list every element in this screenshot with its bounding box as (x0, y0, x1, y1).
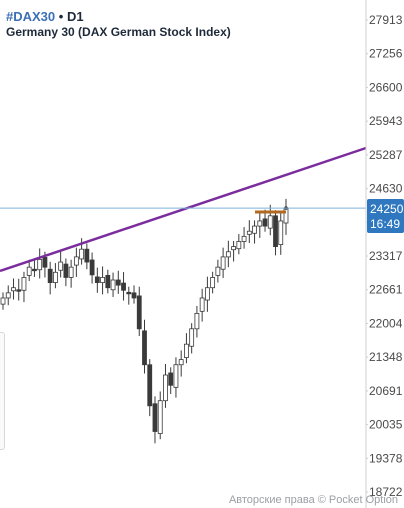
candle-bullish (267, 215, 273, 229)
candle-bullish (178, 359, 184, 366)
candle-bullish (163, 374, 168, 402)
price-tick-label: 25943 (369, 114, 403, 128)
candle-bearish (273, 215, 278, 248)
price-tick-label: 23317 (369, 249, 403, 263)
candle-bullish (173, 364, 179, 388)
price-tick-label: 26600 (369, 80, 403, 94)
candle-bullish (220, 256, 226, 270)
candle-bearish (142, 330, 147, 366)
candle-bearish (42, 257, 48, 268)
price-tick-label: 27256 (369, 47, 403, 61)
candle-bearish (84, 248, 90, 263)
price-tick-label: 24630 (369, 182, 403, 196)
current-price-label: 24250 (370, 202, 404, 216)
candle-bullish (252, 225, 257, 234)
candle-bullish (199, 297, 205, 312)
price-tick-label: 20691 (369, 384, 403, 398)
candle-bullish (278, 220, 284, 245)
price-tick-label: 25287 (369, 148, 403, 162)
candle-bearish (121, 282, 126, 291)
price-axis: 2791327256266002594325287246302397323317… (365, 0, 403, 508)
price-tick-label: 27913 (369, 13, 403, 27)
trendline[interactable] (0, 146, 367, 273)
candle-bullish (215, 266, 221, 276)
candle-bullish (241, 235, 247, 242)
candle-bearish (16, 289, 22, 292)
left-panel-handle[interactable] (0, 332, 5, 450)
candle-bearish (105, 274, 111, 289)
candles (0, 198, 289, 444)
candle-bearish (152, 403, 158, 432)
candle-bullish (225, 251, 231, 258)
price-tick-label: 19378 (369, 451, 403, 465)
candle-bearish (131, 292, 137, 299)
candle-bullish (204, 287, 210, 301)
candle-bullish (58, 261, 64, 271)
candle-bullish (210, 277, 216, 289)
symbol-title[interactable]: #DAX30 • D1 (6, 9, 84, 24)
candle-bullish (257, 220, 263, 227)
candle-bullish (236, 241, 242, 250)
instrument-description: Germany 30 (DAX German Stock Index) (6, 25, 231, 39)
candle-bearish (32, 268, 37, 272)
candle-bullish (246, 230, 252, 235)
candle-bearish (115, 279, 121, 286)
candle-bullish (37, 259, 43, 271)
candle-bullish (157, 400, 163, 434)
candle-bearish (126, 291, 132, 295)
candle-bearish (168, 372, 174, 386)
candle-bearish (63, 263, 69, 278)
candle-countdown-label: 16:49 (370, 217, 400, 231)
candle-bullish (79, 248, 85, 260)
candle-bullish (11, 287, 16, 292)
candle-bearish (94, 276, 100, 283)
candle-bullish (283, 207, 289, 224)
candle-bullish (184, 343, 189, 358)
price-tick-label: 21348 (369, 350, 403, 364)
candle-bullish (73, 256, 79, 266)
candle-bearish (47, 268, 53, 283)
candle-bullish (53, 271, 58, 283)
candle-bullish (100, 277, 105, 283)
candle-bullish (68, 266, 74, 278)
separator-dot: • (58, 9, 64, 24)
candle-bearish (136, 295, 142, 330)
watermark: Авторские права © Pocket Option (228, 494, 398, 506)
price-tick-label: 18722 (369, 485, 403, 499)
symbol-label: #DAX30 (6, 9, 56, 24)
candle-bullish (21, 277, 27, 291)
candle-bullish (189, 328, 195, 347)
price-tick-label: 22004 (369, 316, 403, 330)
candle-bullish (194, 312, 200, 330)
candle-bearish (89, 259, 95, 276)
timeframe-label: D1 (66, 9, 84, 24)
candle-bullish (231, 246, 236, 251)
price-tick-label: 20035 (369, 418, 403, 432)
candle-bearish (262, 218, 268, 227)
candle-bullish (0, 297, 6, 305)
candle-bullish (110, 279, 116, 291)
candle-bearish (147, 364, 153, 407)
candle-bullish (5, 292, 11, 299)
current-price-badge (367, 199, 404, 233)
price-tick-label: 22661 (369, 283, 403, 297)
candle-bullish (26, 266, 32, 276)
